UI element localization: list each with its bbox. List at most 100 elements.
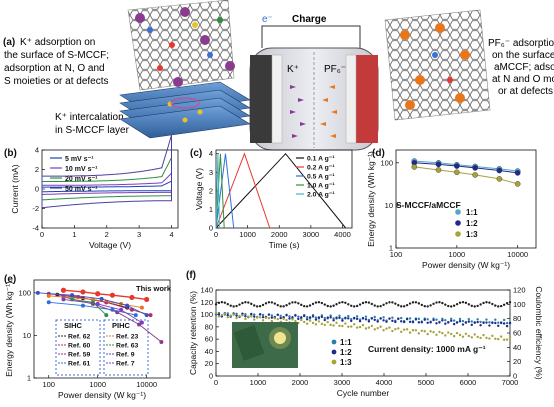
retention-point bbox=[326, 320, 329, 324]
retention-point bbox=[479, 324, 482, 327]
y-tick-label: 20 bbox=[205, 359, 213, 368]
retention-point bbox=[426, 332, 429, 336]
y2-tick-label: 60 bbox=[513, 329, 521, 338]
retention-point bbox=[314, 323, 318, 326]
retention-point bbox=[408, 320, 412, 324]
y-axis-label: Current (mA) bbox=[10, 164, 20, 213]
retention-point bbox=[479, 320, 482, 324]
retention-point bbox=[235, 314, 238, 317]
ce-point bbox=[482, 301, 485, 305]
ragone-point bbox=[159, 340, 164, 345]
legend-label: 1:3 bbox=[340, 358, 352, 367]
ce-point bbox=[391, 301, 394, 304]
ce-point bbox=[355, 304, 359, 308]
ragone-point bbox=[148, 313, 153, 318]
ce-point bbox=[305, 305, 309, 308]
ce-point bbox=[273, 302, 276, 305]
ce-point bbox=[426, 305, 429, 308]
chart-d: 100 1000 10000 1 10 100 Power density (W kg⁻¹)… bbox=[366, 149, 537, 270]
retention-point bbox=[411, 320, 415, 324]
legend-label: 50 mV s⁻¹ bbox=[65, 186, 98, 193]
retention-point bbox=[311, 321, 315, 325]
retention-point bbox=[294, 314, 297, 317]
retention-point bbox=[485, 318, 488, 321]
retention-point bbox=[335, 321, 338, 325]
ce-point bbox=[288, 302, 291, 305]
retention-point bbox=[408, 331, 412, 334]
x-tick-label: 3000 bbox=[334, 378, 351, 387]
retention-point bbox=[397, 327, 400, 330]
ce-point bbox=[429, 304, 432, 307]
retention-point bbox=[435, 333, 438, 336]
retention-point bbox=[364, 318, 368, 321]
y2-tick-label: 120 bbox=[513, 286, 526, 295]
chart-f: 0 1000 2000 3000 4000 5000 6000 700002040608010… bbox=[188, 286, 544, 399]
retention-point bbox=[444, 334, 447, 337]
x-tick-label: 6000 bbox=[460, 378, 477, 387]
ce-point bbox=[244, 301, 247, 304]
retention-point bbox=[388, 326, 391, 329]
retention-point bbox=[367, 326, 371, 329]
retention-point bbox=[288, 315, 291, 318]
ce-point bbox=[261, 303, 265, 307]
x-tick-label: 0 bbox=[214, 378, 218, 387]
chart-b: 0 1 2 3 4 -4 -2 0 2 4 Voltage (V) Current (mA) 5 mV … bbox=[10, 135, 179, 250]
x-tick-label: 10000 bbox=[507, 250, 528, 259]
x-tick-label: 1000 bbox=[89, 380, 106, 389]
ce-point bbox=[405, 303, 409, 307]
retention-point bbox=[317, 320, 321, 323]
retention-point bbox=[282, 317, 285, 321]
retention-point bbox=[311, 315, 315, 318]
retention-point bbox=[464, 321, 468, 324]
retention-point bbox=[226, 313, 229, 317]
y-tick-label: 140 bbox=[200, 286, 213, 295]
ragone-point bbox=[137, 322, 142, 327]
ragone-line-5 bbox=[48, 295, 142, 309]
y-axis-label: Energy density (Wh kg⁻¹) bbox=[4, 281, 14, 377]
y-tick-label: 4 bbox=[209, 149, 213, 158]
ce-point bbox=[455, 302, 459, 306]
retention-point bbox=[370, 324, 374, 328]
retention-point bbox=[235, 312, 238, 316]
ce-point bbox=[314, 301, 318, 304]
ce-point bbox=[217, 301, 221, 305]
retention-point bbox=[438, 330, 441, 334]
ce-point bbox=[414, 301, 418, 304]
retention-point bbox=[450, 319, 453, 322]
y-tick-label: 0 bbox=[209, 224, 213, 233]
ce-point bbox=[394, 302, 397, 305]
text-right-1: PF₆⁻ adsorption bbox=[488, 38, 554, 49]
ce-point bbox=[332, 304, 335, 307]
this-work-label: This work bbox=[136, 284, 172, 293]
retention-point bbox=[253, 315, 256, 318]
retention-point bbox=[391, 319, 394, 323]
ragone-point bbox=[144, 296, 150, 303]
ce-point bbox=[229, 304, 232, 307]
ce-point bbox=[294, 301, 297, 304]
retention-point bbox=[408, 317, 412, 320]
retention-point bbox=[355, 326, 359, 329]
retention-point bbox=[264, 316, 268, 319]
retention-point bbox=[385, 320, 388, 323]
ce-point bbox=[497, 305, 500, 308]
electron-label: e⁻ bbox=[262, 14, 273, 25]
y-tick-label: 10 bbox=[23, 331, 31, 340]
ce-point bbox=[438, 301, 441, 304]
retention-point bbox=[323, 316, 326, 320]
retention-point bbox=[394, 327, 397, 331]
y-tick-label: 10 bbox=[385, 201, 393, 210]
y2-axis-label: Coulombic efficiency (%) bbox=[534, 286, 544, 380]
retention-point bbox=[376, 320, 379, 323]
retention-point bbox=[420, 329, 423, 332]
ragone-point bbox=[496, 167, 503, 174]
retention-point bbox=[429, 321, 432, 324]
pf6-label: PF₆⁻ bbox=[324, 64, 346, 75]
ce-point bbox=[408, 302, 412, 305]
panel-d-inset-title: S-MCCF/aMCCF bbox=[396, 200, 461, 210]
retention-point bbox=[341, 317, 344, 321]
retention-point bbox=[308, 316, 312, 319]
retention-point bbox=[464, 332, 468, 335]
ce-point bbox=[255, 305, 259, 308]
text-left-3: adsorption at N, O and bbox=[4, 63, 105, 74]
retention-point bbox=[494, 321, 497, 325]
